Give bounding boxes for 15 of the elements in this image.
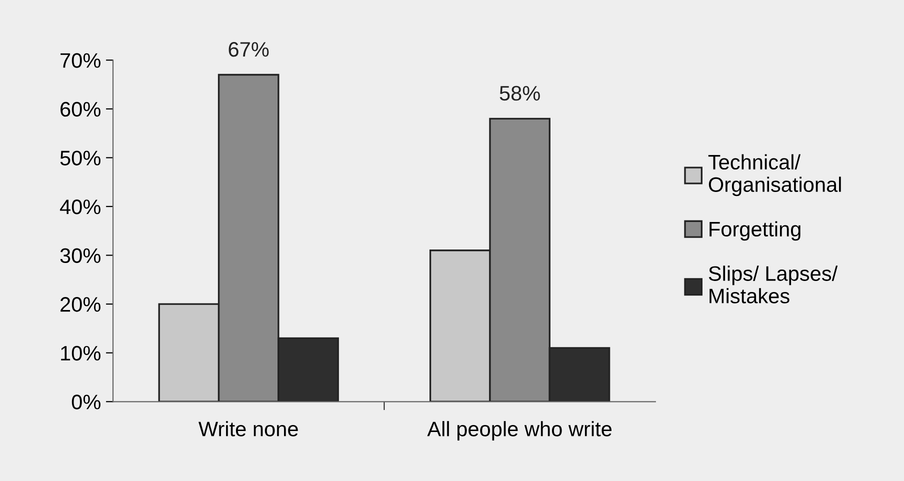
y-tick-label: 50% bbox=[60, 150, 100, 166]
legend-label: Forgetting bbox=[710, 221, 800, 241]
x-tick-label: All people who write bbox=[427, 421, 612, 440]
y-tick-label: 70% bbox=[60, 53, 100, 68]
y-tick-label: 30% bbox=[60, 248, 100, 264]
y-tick-label: 20% bbox=[60, 297, 100, 312]
y-tick-label: 0% bbox=[72, 394, 100, 410]
data-label: 58% bbox=[500, 86, 540, 101]
legend-label: Slips/ Lapses/ Mistakes bbox=[708, 266, 838, 304]
y-tick-label: 40% bbox=[60, 199, 100, 214]
y-tick-label: 60% bbox=[60, 102, 100, 117]
y-tick-label: 10% bbox=[61, 346, 100, 361]
x-tick-label: Write none bbox=[198, 421, 298, 436]
data-label: 67% bbox=[228, 42, 269, 57]
legend-label: Technical/ Organisational bbox=[708, 154, 841, 196]
